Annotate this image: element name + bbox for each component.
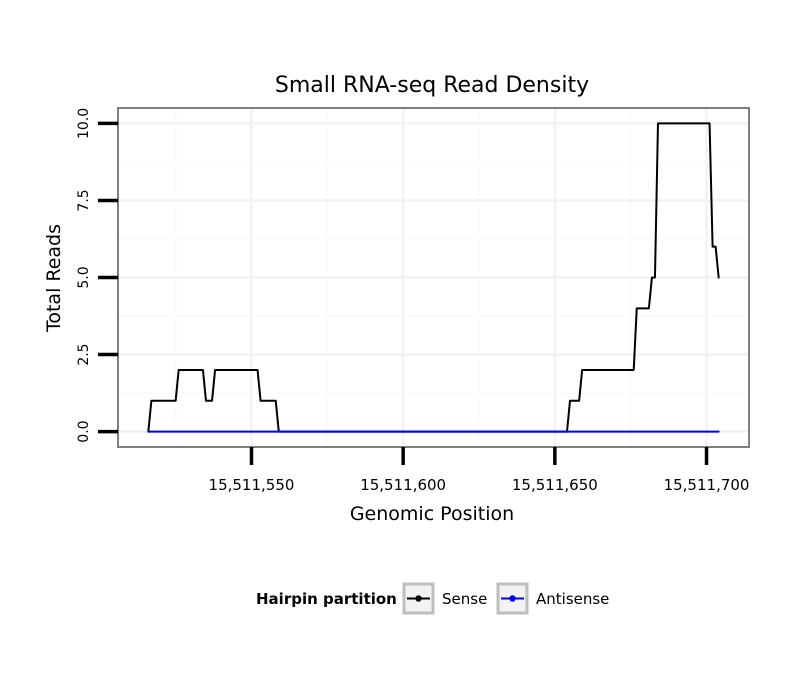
legend-label-antisense: Antisense xyxy=(536,590,609,608)
legend-item-sense: Sense xyxy=(402,582,487,615)
y-tick-label: 7.5 xyxy=(76,189,92,211)
x-axis: 15,511,550 15,511,600 15,511,650 15,511,700 xyxy=(209,447,750,494)
y-tick-label: 10.0 xyxy=(76,108,92,139)
series-line-sense xyxy=(147,122,720,433)
x-tick-label: 15,511,650 xyxy=(512,476,598,494)
major-gridlines xyxy=(118,108,749,447)
legend-label-sense: Sense xyxy=(442,590,487,608)
y-tick-label: 5.0 xyxy=(76,266,92,288)
y-axis-label: Total Reads xyxy=(43,224,65,333)
series-layer xyxy=(147,122,720,433)
y-tick-label: 0.0 xyxy=(76,420,92,442)
legend-title: Hairpin partition xyxy=(256,590,397,608)
legend-item-antisense: Antisense xyxy=(496,582,609,615)
x-tick-label: 15,511,600 xyxy=(360,476,446,494)
x-tick-label: 15,511,550 xyxy=(209,476,295,494)
legend-point-sense xyxy=(415,595,422,602)
legend-point-antisense xyxy=(509,595,516,602)
x-tick-label: 15,511,700 xyxy=(664,476,750,494)
legend: Hairpin partition Sense Antisense xyxy=(256,582,609,615)
y-tick-label: 2.5 xyxy=(76,343,92,365)
y-axis: 0.0 2.5 5.0 7.5 10.0 xyxy=(76,108,118,443)
chart-title: Small RNA-seq Read Density xyxy=(275,73,589,98)
x-axis-label: Genomic Position xyxy=(350,503,514,525)
